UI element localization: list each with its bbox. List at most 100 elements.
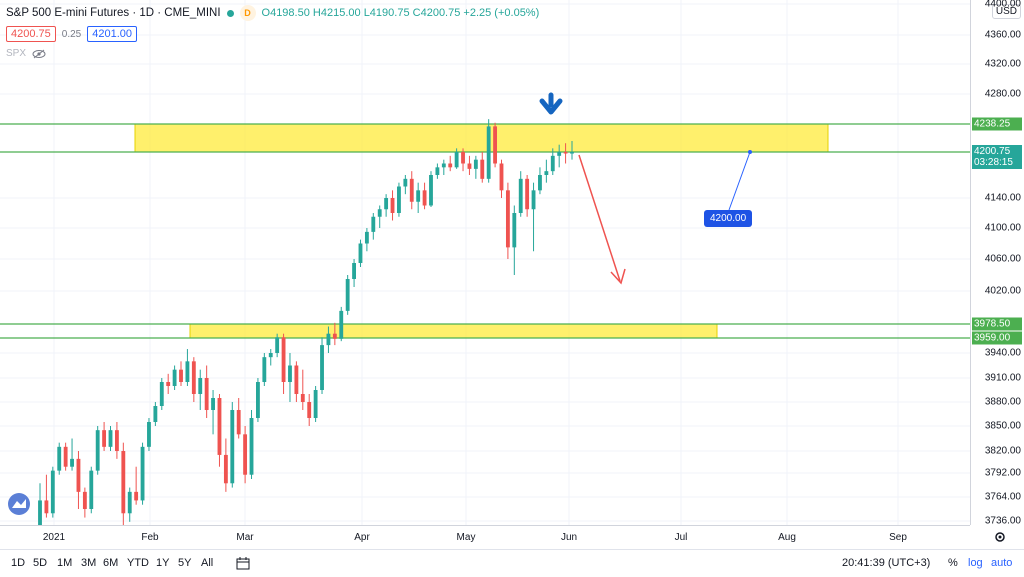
range-button-1y[interactable]: 1Y (156, 557, 170, 569)
candle-body (153, 406, 158, 422)
price-tick-label: 3736.00 (984, 515, 1021, 527)
price-tick-label: 3910.00 (984, 372, 1021, 384)
range-button-5y[interactable]: 5Y (178, 557, 192, 569)
candle-body (294, 365, 299, 394)
range-button-ytd[interactable]: YTD (127, 557, 149, 569)
candle-body (108, 430, 113, 447)
percent-toggle[interactable]: % (948, 557, 958, 569)
resistance-zone (134, 123, 829, 153)
tradingview-logo-icon[interactable] (8, 493, 30, 515)
price-tick-label: 4140.00 (984, 192, 1021, 204)
candle-body (172, 369, 177, 386)
candle-body (422, 190, 427, 206)
range-button-1d[interactable]: 1D (11, 557, 26, 569)
last-price-value: 4200.75 (974, 146, 1011, 158)
candle-body (268, 353, 273, 358)
time-tick-label: Apr (354, 532, 370, 543)
candle-body (191, 361, 196, 394)
candlestick-chart[interactable] (0, 0, 970, 525)
buy-button[interactable]: 4201.00 (87, 26, 137, 42)
candle-body (95, 430, 100, 471)
price-tick-label: 4060.00 (984, 253, 1021, 265)
candle-body (557, 152, 562, 156)
candle-body (38, 500, 42, 525)
candle-body (57, 446, 62, 471)
candle-body (544, 171, 549, 175)
time-tick-label: Aug (778, 532, 796, 543)
range-button-1m[interactable]: 1M (57, 557, 73, 569)
candle-body (307, 402, 312, 418)
sell-button[interactable]: 4200.75 (6, 26, 56, 42)
candle-body (441, 163, 446, 168)
candle-body (230, 410, 235, 484)
candle-body (300, 394, 305, 402)
candle-body (50, 470, 55, 514)
auto-toggle[interactable]: auto (991, 557, 1013, 569)
price-axis[interactable]: USD 4400.00 4360.00 4320.00 4280.00 4140.00 4… (970, 0, 1024, 527)
range-button-3m[interactable]: 3M (81, 557, 97, 569)
candle-body (493, 126, 498, 164)
time-tick-label: Sep (889, 532, 907, 543)
callout-anchor-point (748, 150, 752, 154)
candle-body (256, 382, 260, 418)
candle-body (281, 337, 286, 382)
candle-body (82, 491, 87, 509)
range-button-all[interactable]: All (201, 557, 214, 569)
chart-pane[interactable]: S&P 500 E-mini Futures · 1D · CME_MINI D… (0, 0, 970, 525)
symbol-title[interactable]: S&P 500 E-mini Futures · 1D · CME_MINI (6, 7, 221, 19)
candle-body (505, 190, 510, 248)
time-axis[interactable]: 2021 Feb Mar Apr May Jun Jul Aug Sep (0, 525, 970, 550)
date-range-calendar-icon[interactable] (236, 557, 250, 570)
interval-badge[interactable]: D (239, 5, 256, 21)
level-price-label: 3959.00 (972, 331, 1022, 345)
candle-body (461, 152, 465, 164)
candle-body (384, 198, 389, 210)
candle-body (531, 190, 536, 210)
candle-body (44, 500, 49, 514)
gear-icon[interactable] (993, 530, 1007, 544)
bottom-toolbar: 1D 5D 1M 3M 6M YTD 1Y 5Y All 20:41:39 (UTC+3) % … (0, 532, 1024, 577)
candle-body (262, 357, 267, 382)
market-open-icon (226, 9, 234, 17)
candle-body (134, 491, 139, 501)
candle-body (223, 454, 228, 484)
candle-body (339, 310, 344, 339)
range-button-5d[interactable]: 5D (33, 557, 48, 569)
candle-body (416, 190, 421, 202)
support-zone (189, 323, 718, 339)
clock-timezone[interactable]: 20:41:39 (UTC+3) (842, 557, 931, 569)
candle-body (454, 152, 459, 168)
candle-body (345, 279, 350, 311)
candle-body (70, 458, 74, 467)
candle-body (358, 243, 363, 263)
time-tick-label: 2021 (42, 532, 66, 543)
price-tick-label: 4400.00 (984, 0, 1021, 10)
candle-body (403, 178, 408, 187)
candle-body (217, 398, 222, 455)
price-tick-label: 3764.00 (984, 491, 1021, 503)
time-tick-label: Jul (674, 532, 688, 543)
level-price-label: 4238.25 (972, 117, 1022, 131)
candle-body (140, 446, 145, 501)
range-button-6m[interactable]: 6M (103, 557, 119, 569)
candle-body (538, 175, 542, 191)
candle-body (179, 369, 183, 382)
price-tick-label: 4360.00 (984, 29, 1021, 41)
candle-body (313, 390, 318, 418)
price-tick-label: 3820.00 (984, 445, 1021, 457)
currency-button[interactable]: USD (991, 4, 1021, 19)
log-toggle[interactable]: log (968, 557, 983, 569)
compare-symbol[interactable]: SPX (6, 48, 27, 59)
price-callout[interactable]: 4200.00 (704, 210, 753, 227)
blue-down-arrow-icon (539, 92, 563, 115)
candle-body (435, 167, 440, 175)
candle-body (332, 333, 337, 339)
candle-body (185, 361, 190, 382)
spread-value: 0.25 (61, 28, 82, 40)
candle-body (89, 470, 94, 509)
hide-eye-icon[interactable] (32, 49, 46, 59)
level-price-label: 3978.50 (972, 317, 1022, 331)
candle-body (275, 337, 280, 353)
candle-body (550, 155, 555, 172)
low-value: L4190.75 (363, 7, 410, 19)
